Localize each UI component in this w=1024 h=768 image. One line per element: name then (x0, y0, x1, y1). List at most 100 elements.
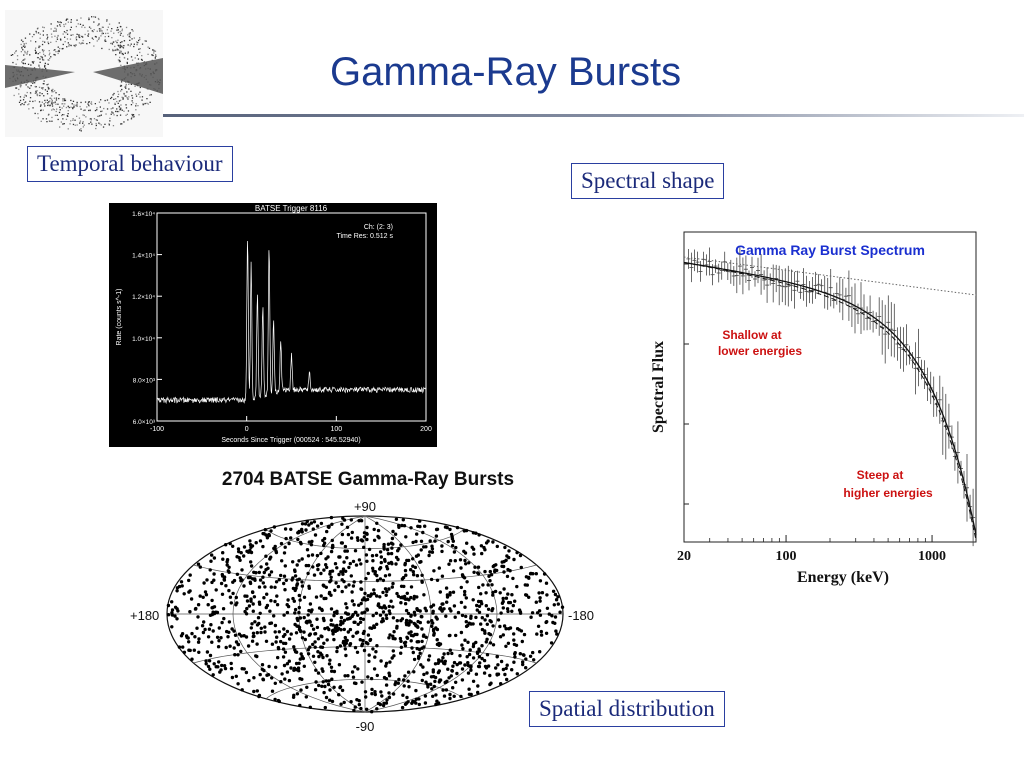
burst-point (391, 634, 395, 638)
burst-point (412, 621, 416, 626)
burst-point (549, 641, 554, 645)
burst-point (187, 578, 191, 583)
burst-point (300, 522, 305, 526)
burst-point (378, 550, 383, 554)
burst-point (292, 668, 296, 672)
burst-point (427, 553, 431, 558)
burst-point (477, 585, 481, 590)
burst-point (283, 564, 287, 568)
burst-point (464, 562, 468, 566)
burst-point (327, 627, 331, 632)
burst-point (474, 531, 478, 535)
burst-point (297, 593, 301, 598)
burst-point (248, 581, 253, 586)
burst-point (333, 562, 338, 566)
burst-point (285, 603, 289, 607)
burst-point (283, 632, 287, 637)
burst-point (452, 660, 457, 665)
burst-point (480, 616, 484, 620)
burst-point (554, 598, 559, 602)
burst-point (311, 627, 316, 631)
burst-point (279, 680, 283, 684)
burst-point (495, 655, 499, 659)
burst-point (330, 669, 334, 673)
burst-point (351, 613, 355, 617)
burst-point (232, 646, 236, 650)
burst-point (370, 710, 374, 714)
burst-point (254, 571, 258, 575)
burst-point (293, 648, 297, 652)
burst-point (419, 548, 423, 552)
burst-point (247, 678, 251, 683)
burst-point (411, 540, 415, 545)
burst-point (524, 593, 529, 597)
burst-point (421, 665, 425, 669)
burst-point (422, 672, 426, 677)
sky-map-label-bottom: -90 (356, 719, 375, 734)
burst-point (354, 631, 359, 635)
burst-point (408, 619, 412, 623)
burst-point (361, 638, 365, 643)
burst-point (538, 599, 542, 603)
burst-point (403, 561, 407, 566)
burst-point (225, 563, 229, 567)
burst-point (426, 685, 430, 689)
burst-point (440, 544, 444, 548)
burst-point (510, 593, 514, 597)
burst-point (472, 570, 476, 574)
burst-point (471, 644, 476, 649)
burst-point (406, 679, 410, 683)
burst-point (329, 575, 333, 579)
burst-point (483, 618, 487, 622)
burst-point (300, 636, 305, 640)
burst-point (187, 648, 191, 652)
burst-point (196, 615, 200, 619)
burst-point (491, 593, 495, 597)
burst-point (356, 622, 360, 626)
burst-point (460, 667, 465, 671)
burst-point (359, 616, 363, 621)
burst-point (475, 608, 479, 612)
burst-point (331, 623, 335, 627)
burst-point (490, 583, 494, 587)
burst-point (325, 654, 329, 658)
burst-point (424, 635, 428, 639)
burst-point (202, 620, 206, 624)
burst-point (406, 611, 411, 616)
burst-point (225, 629, 229, 634)
burst-point (218, 670, 222, 674)
burst-point (475, 650, 480, 654)
burst-point (293, 607, 298, 612)
burst-point (170, 608, 175, 612)
spectrum-x-label: Energy (keV) (797, 569, 889, 586)
burst-point (403, 568, 408, 573)
burst-point (182, 650, 187, 654)
burst-point (387, 695, 392, 700)
burst-point (486, 607, 491, 611)
burst-point (342, 560, 346, 564)
burst-point (365, 707, 369, 711)
burst-point (366, 675, 370, 679)
burst-point (405, 597, 409, 601)
burst-point (334, 624, 338, 628)
burst-point (428, 682, 433, 686)
burst-point (324, 557, 328, 561)
burst-point (387, 561, 391, 565)
burst-point (166, 613, 171, 617)
burst-point (252, 634, 256, 638)
burst-point (491, 624, 495, 628)
burst-point (305, 685, 309, 689)
burst-point (210, 598, 214, 603)
burst-point (447, 562, 451, 566)
burst-point (446, 539, 450, 544)
burst-point (370, 687, 374, 692)
burst-point (221, 607, 226, 611)
burst-point (272, 525, 277, 529)
burst-point (265, 562, 269, 566)
burst-point (414, 554, 419, 558)
burst-point (437, 566, 441, 570)
burst-point (381, 578, 386, 583)
burst-point (535, 632, 539, 636)
burst-point (340, 688, 345, 693)
burst-point (550, 614, 554, 618)
